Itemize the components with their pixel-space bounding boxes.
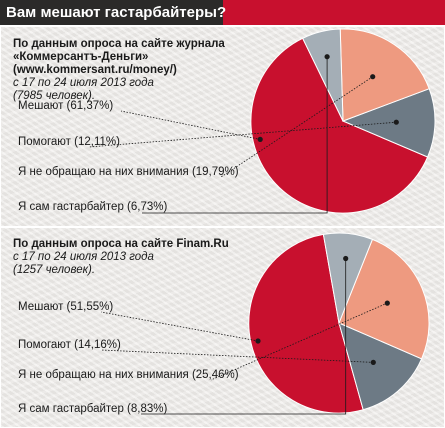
pie-slice-disturb [250,37,429,214]
chart-panel-kommersant: По данным опроса на сайте журнала «Комме… [1,27,444,226]
pie-chart [88,28,436,214]
leader-dot [384,300,390,306]
label-ignore: Я не обращаю на них внимания (19,79%) [18,166,239,178]
pie-slice-migrant [302,28,344,122]
label-disturb: Мешают (61,37%) [18,100,114,112]
leader-line [220,76,373,178]
leader-line [100,349,374,363]
header-accent [223,0,445,25]
leader-line [141,258,347,415]
pie-slice-ignore [338,238,430,360]
leader-line [120,110,261,140]
label-help: Помогают (14,16%) [18,339,121,351]
label-ignore: Я не обращаю на них внимания (25,46%) [18,369,239,381]
leader-dot [255,338,261,344]
leader-dot [324,54,330,60]
survey-respondents: (7985 человек). [13,90,96,102]
source-line: «Коммерсантъ-Деньги» [13,51,149,63]
source-line: По данным опроса на сайте Finam.Ru [13,238,229,250]
pie-slice-disturb [248,233,364,414]
header-bar: Вам мешают гастарбайтеры? [0,0,445,25]
pie-chart [100,232,430,415]
pie-slice-help [338,322,423,411]
leader-dot [370,74,376,80]
leader-line [88,121,397,148]
leader-dot [370,359,376,365]
label-migrant: Я сам гастарбайтер (6,73%) [18,201,168,213]
survey-source: По данным опроса на сайте журнала «Комме… [13,38,225,103]
leader-line [100,311,259,342]
leader-line [210,302,388,381]
survey-source: По данным опроса на сайте Finam.Ru с 17 … [13,238,229,277]
leader-dot [257,136,263,142]
survey-period: с 17 по 24 июля 2013 года [13,251,154,263]
pie-slice-migrant [322,232,374,325]
page-title: Вам мешают гастарбайтеры? [6,4,227,21]
survey-respondents: (1257 человек). [13,264,96,276]
pie-slice-ignore [339,28,430,122]
leader-dot [393,119,399,125]
label-disturb: Мешают (51,55%) [18,301,114,313]
source-line: (www.kommersant.ru/money/) [13,64,177,76]
survey-period: с 17 по 24 июля 2013 года [13,77,154,89]
label-migrant: Я сам гастарбайтер (8,83%) [18,403,168,415]
label-help: Помогают (12,11%) [18,136,120,148]
leader-dot [343,255,349,262]
chart-panel-finam: По данным опроса на сайте Finam.Ru с 17 … [1,228,444,427]
source-line: По данным опроса на сайте журнала [13,38,225,50]
leader-line [142,56,328,214]
